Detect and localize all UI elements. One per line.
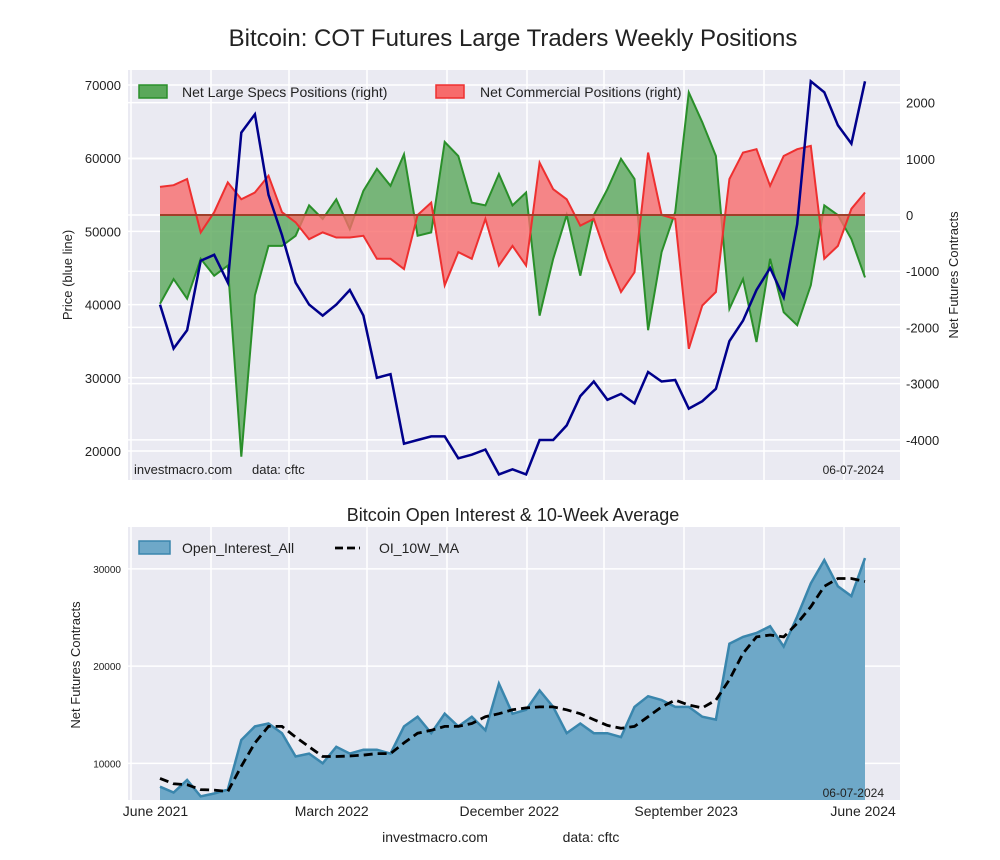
bottom-data-note: data: cftc bbox=[563, 829, 620, 845]
top-left-tick-label: 50000 bbox=[85, 224, 121, 239]
bottom-tick-label: 10000 bbox=[93, 759, 121, 770]
bottom-x-tick-label: June 2024 bbox=[830, 803, 896, 819]
top-right-tick-label: -1000 bbox=[906, 264, 939, 279]
bottom-tick-label: 30000 bbox=[93, 565, 121, 576]
bottom-x-tick-label: December 2022 bbox=[459, 803, 559, 819]
commercial-line bbox=[159, 144, 866, 350]
top-right-tick-label: 2000 bbox=[906, 96, 935, 111]
legend-commercial-swatch bbox=[435, 84, 465, 99]
bottom-ylabel: Net Futures Contracts bbox=[68, 601, 83, 729]
top-right-tick-label: 1000 bbox=[906, 152, 935, 167]
top-right-tick-label: -4000 bbox=[906, 433, 939, 448]
bottom-source-note: investmacro.com bbox=[382, 829, 488, 845]
top-left-tick-label: 30000 bbox=[85, 371, 121, 386]
legend-commercial-label: Net Commercial Positions (right) bbox=[480, 84, 682, 100]
top-y2label: Net Futures Contracts bbox=[946, 211, 961, 339]
bottom-tick-label: 20000 bbox=[93, 662, 121, 673]
legend-oi-swatch bbox=[138, 540, 171, 555]
ma-line bbox=[159, 577, 866, 793]
bottom-x-tick-label: June 2021 bbox=[123, 803, 189, 819]
top-right-tick-label: -2000 bbox=[906, 320, 939, 335]
top-right-tick-label: 0 bbox=[906, 208, 913, 223]
legend-oi-label: Open_Interest_All bbox=[182, 540, 294, 556]
top-ylabel: Price (blue line) bbox=[60, 230, 75, 320]
commercial-area bbox=[160, 145, 865, 349]
legend-specs-label: Net Large Specs Positions (right) bbox=[182, 84, 387, 100]
top-left-tick-label: 40000 bbox=[85, 298, 121, 313]
chart-title: Bitcoin: COT Futures Large Traders Weekl… bbox=[229, 25, 798, 52]
specs-area bbox=[160, 92, 865, 457]
bottom-x-tick-label: March 2022 bbox=[295, 803, 369, 819]
top-left-tick-label: 20000 bbox=[85, 444, 121, 459]
top-date-note: 06-07-2024 bbox=[823, 463, 885, 477]
specs-line bbox=[159, 88, 866, 457]
open-interest-line bbox=[159, 557, 867, 798]
legend-specs-swatch bbox=[138, 84, 168, 99]
top-left-tick-label: 70000 bbox=[85, 78, 121, 93]
legend-ma-label: OI_10W_MA bbox=[379, 540, 460, 556]
bottom-x-tick-label: September 2023 bbox=[634, 803, 738, 819]
top-source-note: investmacro.com bbox=[134, 462, 232, 477]
price-line bbox=[158, 78, 867, 477]
top-left-tick-label: 60000 bbox=[85, 151, 121, 166]
open-interest-area bbox=[160, 558, 865, 800]
top-right-tick-label: -3000 bbox=[906, 377, 939, 392]
bottom-date-note: 06-07-2024 bbox=[823, 786, 885, 800]
bottom-chart-title: Bitcoin Open Interest & 10-Week Average bbox=[347, 505, 680, 525]
top-data-note: data: cftc bbox=[252, 462, 305, 477]
